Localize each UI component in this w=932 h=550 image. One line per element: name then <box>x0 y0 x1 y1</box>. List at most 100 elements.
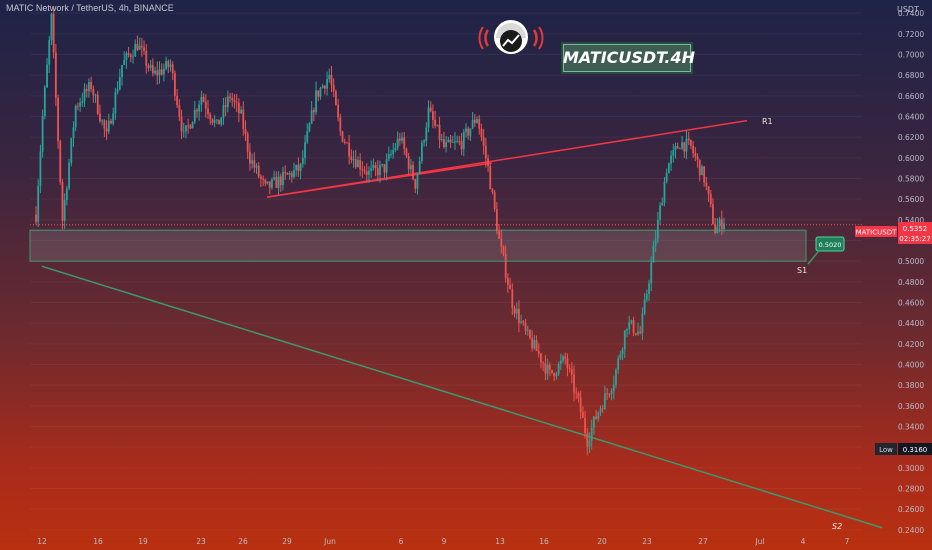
candle-body <box>94 94 97 96</box>
candle-body <box>659 205 661 220</box>
price-tick-label: 0.6400 <box>898 113 924 122</box>
price-tick-label: 0.4400 <box>898 319 924 328</box>
candle-body <box>337 104 340 118</box>
candle-body <box>432 111 434 120</box>
candle-body <box>220 117 223 125</box>
candle-body <box>321 85 324 89</box>
candle-body <box>202 96 205 102</box>
candle-body <box>257 165 260 177</box>
candle-body <box>154 70 156 74</box>
candle-body <box>535 340 538 352</box>
candle-body <box>275 177 278 188</box>
time-tick-label: 29 <box>282 537 292 546</box>
candle-body <box>83 89 86 102</box>
candle-body <box>440 139 443 140</box>
candle-body <box>456 141 459 142</box>
candle-body <box>557 363 560 374</box>
candle-body <box>65 188 68 201</box>
candle-body <box>540 353 542 363</box>
candle-body <box>390 153 392 155</box>
candle-body <box>648 283 650 294</box>
candle-body <box>685 138 688 152</box>
candle-body <box>372 165 375 168</box>
price-tick-label: 0.6600 <box>898 92 924 101</box>
candle-body <box>681 142 684 149</box>
candle-body <box>54 52 57 98</box>
candle-body <box>242 109 245 130</box>
candle-body <box>43 87 46 116</box>
candle-body <box>608 394 611 395</box>
candle-body <box>383 164 386 173</box>
candle-body <box>235 101 238 103</box>
candle-body <box>193 109 196 123</box>
drawings <box>29 119 883 529</box>
candle-body <box>365 171 368 175</box>
candle-body <box>425 127 428 141</box>
candle-body <box>506 278 509 286</box>
candle-body <box>110 120 112 124</box>
candle-body <box>469 128 472 136</box>
price-badge[interactable] <box>898 222 932 244</box>
candle-body <box>39 151 42 187</box>
candle-body <box>434 119 437 126</box>
candle-body <box>568 368 571 369</box>
candle-body <box>354 159 357 168</box>
price-tick-label: 0.7200 <box>898 30 924 39</box>
candle-body <box>511 289 514 309</box>
candle-body <box>310 110 313 124</box>
candle-body <box>462 131 465 150</box>
candle-body <box>555 373 558 377</box>
candle-body <box>213 120 216 123</box>
candle-body <box>436 124 439 126</box>
candle-body <box>405 149 408 157</box>
candle-body <box>255 165 258 168</box>
candle-body <box>471 119 474 129</box>
time-tick-label: 27 <box>698 537 708 546</box>
support-line-s2[interactable] <box>41 265 883 529</box>
candle-body <box>116 89 119 93</box>
candle-body <box>526 329 529 331</box>
time-tick-label: 19 <box>138 537 148 546</box>
candle-body <box>246 133 249 152</box>
symbol-badge-text: MATICUSDT <box>856 229 897 237</box>
candle-body <box>79 102 82 107</box>
candle-body <box>480 128 483 138</box>
candle-body <box>198 104 201 112</box>
candle-body <box>692 145 695 154</box>
candle-body <box>174 73 176 96</box>
candle-body <box>290 172 293 177</box>
symbol-header: MATIC Network / TetherUS, 4h, BINANCE <box>6 3 174 13</box>
candle-body <box>723 223 725 230</box>
price-tick-label: 0.6800 <box>898 71 924 80</box>
candle-body <box>297 164 300 171</box>
candle-body <box>160 69 163 75</box>
candle-body <box>489 166 492 190</box>
symbol-badge[interactable] <box>855 226 897 237</box>
price-tick-label: 0.6000 <box>898 154 924 163</box>
candle-body <box>288 172 291 175</box>
price-axis-currency: USDT <box>897 5 919 14</box>
level-callout-box[interactable] <box>815 236 845 252</box>
candle-body <box>676 146 679 149</box>
candle-body <box>266 181 269 184</box>
candle-body <box>328 75 331 80</box>
candle-body <box>279 176 282 186</box>
candle-body <box>407 156 410 170</box>
candle-body <box>189 125 192 129</box>
candle-body <box>215 119 218 121</box>
candle-body <box>156 70 159 76</box>
support-zone-s1[interactable] <box>29 229 807 262</box>
candle-body <box>537 351 540 354</box>
candle-body <box>553 373 556 377</box>
candle-body <box>564 356 567 359</box>
candle-body <box>542 362 545 364</box>
candle-body <box>357 160 359 168</box>
candle-body <box>690 140 692 146</box>
candle-body <box>652 245 655 263</box>
candle-body <box>595 416 598 419</box>
candle-body <box>268 181 271 188</box>
time-tick-label: Jul <box>754 537 764 546</box>
candle-body <box>293 170 295 177</box>
candle-body <box>308 123 311 132</box>
